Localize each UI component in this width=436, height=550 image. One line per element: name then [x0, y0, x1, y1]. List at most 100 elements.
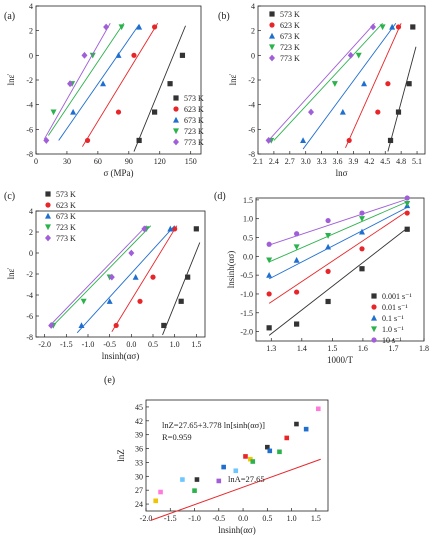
data-series — [82, 23, 159, 147]
panel-label: (d) — [214, 191, 226, 202]
data-point — [113, 322, 119, 329]
data-point — [233, 468, 239, 474]
legend-marker — [269, 54, 275, 62]
x-tick-label: 0.0 — [126, 340, 136, 349]
data-point — [300, 137, 307, 144]
data-point — [132, 273, 139, 280]
data-point — [406, 81, 412, 87]
data-point — [404, 201, 411, 207]
fit-line — [82, 23, 159, 147]
x-tick-label: 60 — [94, 157, 102, 166]
data-point — [404, 195, 410, 201]
y-tick-label: -4 — [248, 101, 255, 110]
data-point — [359, 210, 365, 216]
fit-line — [268, 210, 408, 304]
y-axis-label: lnsinh(ασ) — [226, 251, 236, 289]
legend-marker — [269, 11, 275, 17]
y-tick-label: -6 — [26, 125, 33, 134]
y-tick-label: 24 — [135, 500, 143, 509]
legend: 573 K 623 K 673 K 723 K 773 K — [173, 94, 204, 147]
legend-label: 573 K — [184, 94, 204, 103]
data-series — [265, 22, 377, 144]
data-series — [266, 210, 410, 304]
data-series — [58, 23, 143, 141]
y-tick-label: 0 — [29, 249, 33, 258]
data-point — [358, 228, 365, 235]
legend-label: 673 K — [280, 32, 300, 41]
x-tick-label: -1.5 — [60, 340, 73, 349]
x-tick-label: 3.0 — [301, 157, 311, 166]
x-tick-label: 1.0 — [170, 340, 180, 349]
data-point — [277, 449, 282, 455]
y-tick-label: 2 — [29, 27, 33, 36]
x-tick-label: 1.3 — [266, 344, 276, 353]
data-point — [180, 477, 185, 482]
y-tick-label: -2 — [248, 76, 255, 85]
panel-label: (a) — [4, 11, 15, 22]
y-tick-label: -1.0 — [240, 290, 253, 299]
legend-label: 773 K — [56, 234, 76, 243]
x-tick-label: 2.4 — [269, 157, 279, 166]
data-point — [108, 273, 115, 281]
data-point — [103, 23, 110, 31]
plot-frame — [145, 399, 329, 512]
x-tick-label: 2.7 — [285, 157, 295, 166]
y-tick-label: 4 — [29, 2, 33, 11]
data-point — [50, 109, 57, 116]
legend-label: 723 K — [56, 223, 76, 232]
fit-line — [268, 22, 375, 141]
y-tick-label: 1.0 — [243, 215, 253, 224]
y-tick-label: -0.5 — [240, 271, 253, 280]
x-tick-label: -2.0 — [38, 340, 51, 349]
data-series — [266, 202, 411, 280]
data-point — [379, 24, 386, 31]
data-point — [81, 51, 88, 59]
data-point — [410, 24, 416, 30]
data-point — [395, 24, 402, 30]
y-tick-label: -4 — [26, 101, 33, 110]
x-tick-label: -1.0 — [188, 514, 201, 523]
data-series — [133, 25, 186, 152]
x-tick-label: 0.5 — [148, 340, 158, 349]
data-point — [284, 435, 290, 441]
data-point — [293, 256, 300, 263]
legend-label: 0.01 s⁻¹ — [382, 303, 408, 312]
data-point — [355, 52, 362, 59]
fit-line — [76, 225, 175, 334]
legend-marker — [371, 314, 377, 321]
data-point — [84, 137, 91, 144]
fit-line — [58, 24, 140, 141]
y-tick-label: 0.5 — [243, 234, 253, 243]
y-tick-label: 2 — [29, 228, 33, 237]
y-tick-label: 0 — [251, 51, 255, 60]
fit-line — [387, 46, 417, 152]
data-point — [325, 268, 331, 274]
y-tick-label: 33 — [135, 458, 143, 467]
data-point — [266, 271, 273, 278]
legend-label: 623 K — [280, 21, 300, 30]
data-point — [151, 109, 158, 115]
y-tick-label: -6 — [248, 125, 255, 134]
data-point — [179, 52, 186, 58]
x-tick-label: 1.7 — [388, 344, 398, 353]
chart-panel: (d) 1.3 1.4 1.5 1.6 1.7 1.8 -2.0 -1.5 -1.0 -0.5 0.0… — [214, 191, 429, 365]
legend-marker — [45, 212, 51, 219]
fit-line — [162, 242, 201, 336]
data-series — [266, 226, 410, 336]
intercept-label: lnA=27.65 — [228, 474, 265, 484]
data-point — [361, 80, 368, 87]
legend-marker — [173, 138, 179, 146]
data-point — [89, 52, 96, 59]
data-series — [161, 226, 201, 336]
data-point — [404, 210, 410, 216]
data-point — [325, 243, 332, 250]
data-point — [404, 226, 410, 232]
y-tick-label: -8 — [248, 150, 255, 159]
y-axis-label: lnε̇ — [228, 74, 238, 86]
legend-marker — [45, 191, 51, 197]
data-series — [268, 22, 386, 144]
data-point — [293, 244, 300, 251]
data-point — [136, 23, 143, 30]
legend-label: 1.0 s⁻¹ — [382, 325, 404, 334]
data-point — [131, 52, 137, 58]
